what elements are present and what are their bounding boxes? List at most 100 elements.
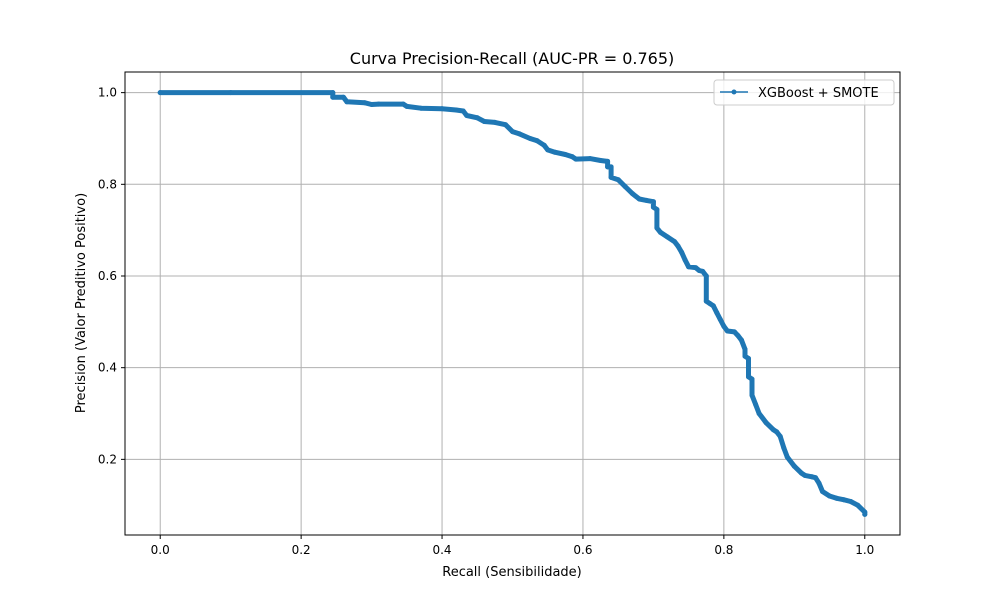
series-line <box>157 90 868 517</box>
data-point <box>369 102 375 107</box>
data-point <box>654 207 660 212</box>
data-point <box>541 142 547 148</box>
x-axis-label: Recall (Sensibilidade) <box>442 565 582 580</box>
data-point <box>481 119 487 124</box>
data-point <box>492 119 498 125</box>
data-point <box>820 489 825 494</box>
y-axis-label: Precision (Valor Preditivo Positivo) <box>74 193 89 413</box>
data-point <box>749 376 755 382</box>
data-point <box>157 90 163 96</box>
data-point <box>503 122 508 128</box>
data-point <box>439 106 445 112</box>
data-point <box>774 429 780 435</box>
data-point <box>587 156 593 162</box>
y-tick-label: 0.6 <box>98 269 117 283</box>
x-tick-label: 0.6 <box>573 543 592 557</box>
x-tick-label: 1.0 <box>855 543 874 557</box>
chart-title: Curva Precision-Recall (AUC-PR = 0.765) <box>350 49 674 68</box>
data-point <box>724 328 730 334</box>
data-point <box>598 158 604 163</box>
data-point <box>330 94 336 100</box>
data-point <box>756 411 762 416</box>
data-point <box>710 303 716 309</box>
data-point <box>228 90 234 96</box>
data-point <box>643 197 649 203</box>
data-point <box>464 113 470 118</box>
data-point <box>784 454 790 460</box>
data-point <box>672 239 677 245</box>
data-point <box>763 420 769 426</box>
data-point <box>802 472 808 478</box>
data-point <box>731 329 737 335</box>
data-point <box>605 158 611 164</box>
data-point <box>362 100 367 106</box>
data-point <box>527 136 533 141</box>
plot-area-frame <box>124 71 901 536</box>
data-point <box>682 257 688 263</box>
data-point <box>686 264 692 270</box>
data-point <box>460 108 466 114</box>
data-point <box>739 337 744 343</box>
data-point <box>344 99 350 105</box>
data-point <box>834 495 840 501</box>
legend-marker-sample <box>731 89 737 95</box>
data-point <box>453 107 459 113</box>
data-point <box>622 184 628 190</box>
legend-label-xgboost-smote: XGBoost + SMOTE <box>758 86 879 101</box>
data-point <box>658 229 663 235</box>
axis-ticks: 0.0 0.2 0.4 0.6 0.8 1.0 0.2 0.4 0.6 0.8 1.0 <box>98 86 874 557</box>
data-point <box>721 323 727 329</box>
data-point <box>781 445 787 451</box>
data-point <box>693 265 699 271</box>
data-point <box>654 225 660 231</box>
data-point <box>608 174 614 180</box>
data-point <box>517 131 522 137</box>
y-tick-label: 0.8 <box>98 177 117 191</box>
data-point <box>650 199 656 205</box>
data-point <box>418 105 424 111</box>
data-point <box>534 138 540 144</box>
data-point <box>703 273 709 279</box>
data-point <box>675 243 681 249</box>
data-point <box>753 401 759 407</box>
y-tick-label: 0.2 <box>98 452 117 466</box>
data-point <box>735 333 741 339</box>
data-point <box>330 90 336 96</box>
series-layer <box>157 90 868 517</box>
data-point <box>562 152 568 157</box>
data-point <box>827 493 832 499</box>
x-tick-label: 0.2 <box>292 543 311 557</box>
x-tick-label: 0.4 <box>432 543 451 557</box>
data-point <box>605 164 611 170</box>
data-point <box>717 317 723 322</box>
data-point <box>545 147 551 153</box>
data-point <box>474 115 480 121</box>
data-point <box>376 101 382 107</box>
data-point <box>742 346 748 352</box>
data-point <box>629 191 635 196</box>
data-point <box>714 310 720 316</box>
data-point <box>665 234 670 240</box>
legend: XGBoost + SMOTE <box>713 79 895 106</box>
data-point <box>749 392 755 398</box>
data-point <box>404 103 410 109</box>
data-point <box>679 249 685 255</box>
data-point <box>608 164 614 170</box>
data-point <box>700 268 706 274</box>
data-point <box>510 129 515 135</box>
data-point <box>848 499 854 504</box>
data-point <box>777 433 783 439</box>
data-point <box>552 149 558 155</box>
data-point <box>813 475 818 481</box>
x-tick-label: 0.8 <box>714 543 733 557</box>
legend-box <box>713 79 895 106</box>
data-point <box>746 356 751 361</box>
data-point <box>636 196 642 202</box>
data-point <box>573 156 579 162</box>
y-tick-label: 1.0 <box>98 86 117 100</box>
y-tick-label: 0.4 <box>98 361 117 375</box>
data-point <box>841 497 847 503</box>
data-point <box>615 177 621 183</box>
data-point <box>791 463 797 469</box>
